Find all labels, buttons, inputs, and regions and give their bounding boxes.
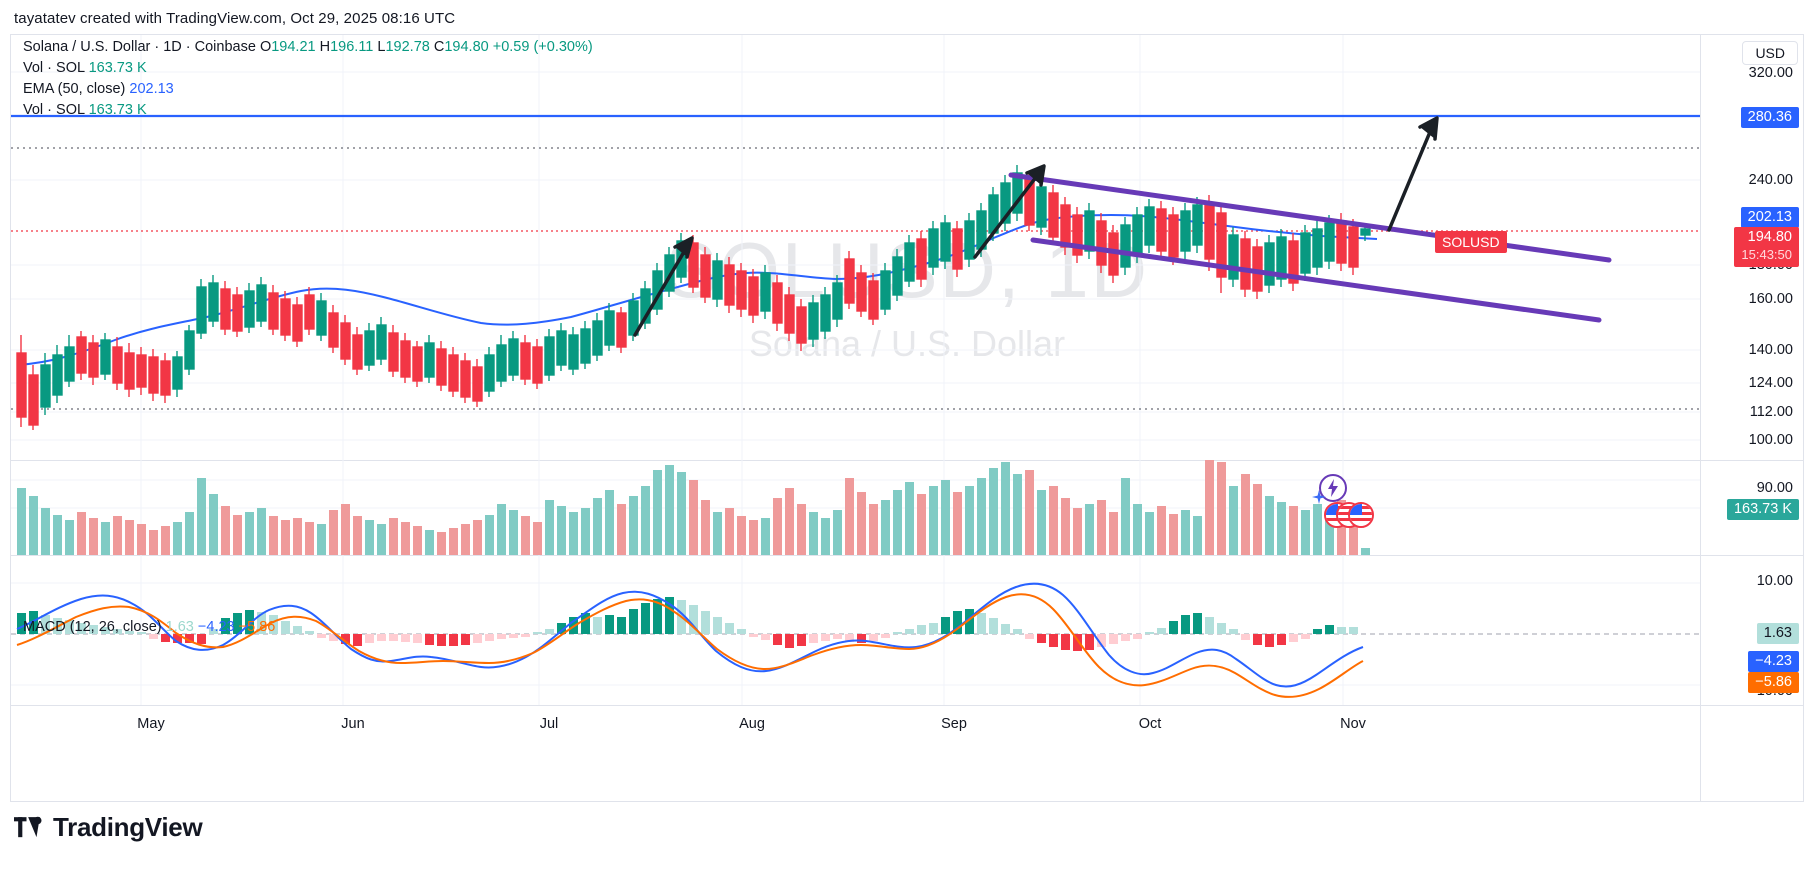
- macd-line: [16, 582, 1364, 688]
- legend-volume-label-2: Vol · SOL: [23, 102, 85, 118]
- price-tick-100: 100.00: [1748, 432, 1793, 448]
- arrow-2-head: [1025, 164, 1046, 187]
- volume-pane[interactable]: [11, 460, 1701, 555]
- legend-change-value: +0.59 (+0.30%): [492, 39, 593, 55]
- macd-line-value: −4.23: [197, 619, 235, 635]
- time-label-1: Jun: [341, 716, 365, 732]
- pane-separator-volume: [11, 460, 1803, 461]
- tradingview-footer: TradingView: [14, 812, 203, 843]
- legend-low-value: 192.78: [385, 39, 430, 55]
- resistance-price-badge[interactable]: 280.36: [1740, 107, 1799, 128]
- pane-separator-macd: [11, 555, 1803, 556]
- macd-pane[interactable]: MACD (12, 26, close) 1.63 −4.23 −5.86: [11, 555, 1701, 705]
- legend-volume-value: 163.73 K: [88, 60, 147, 76]
- trend-arrows: [633, 116, 1439, 337]
- legend-symbol-row[interactable]: Solana / U.S. Dollar · 1D · Coinbase O19…: [23, 37, 593, 58]
- arrow-1-head: [673, 236, 694, 259]
- price-tick-320: 320.00: [1748, 65, 1793, 81]
- price-tick-140: 140.00: [1748, 342, 1793, 358]
- chart-frame: Solana / U.S. Dollar · 1D · Coinbase O19…: [10, 34, 1804, 802]
- legend-volume-row-2[interactable]: Vol · SOL 163.73 K: [23, 100, 593, 121]
- time-label-5: Oct: [1138, 716, 1162, 732]
- candlestick-series: [16, 165, 1371, 430]
- arrow-3-head: [1418, 116, 1439, 141]
- last-price-value: 194.80: [1747, 229, 1792, 245]
- legend-close-label: C: [433, 39, 445, 55]
- price-tick-240: 240.00: [1748, 172, 1793, 188]
- price-tick-160: 160.00: [1748, 291, 1793, 307]
- volume-value-badge[interactable]: 163.73 K: [1726, 499, 1799, 520]
- legend-high-value: 196.11: [330, 39, 374, 55]
- macd-hist-value: 1.63: [165, 619, 194, 635]
- price-tick-90: 90.00: [1756, 480, 1793, 496]
- descending-channel: [1008, 172, 1612, 323]
- time-axis[interactable]: May Jun Jul Aug Sep Oct Nov: [11, 705, 1803, 746]
- time-label-6: Nov: [1340, 716, 1366, 732]
- legend-volume-row[interactable]: Vol · SOL 163.73 K: [23, 58, 593, 79]
- legend-high-label: H: [319, 39, 331, 55]
- macd-legend[interactable]: MACD (12, 26, close) 1.63 −4.23 −5.86: [23, 619, 275, 635]
- volume-plot: [11, 460, 1701, 555]
- arrow-1-shaft: [633, 238, 693, 337]
- price-tick-112: 112.00: [1749, 404, 1793, 420]
- channel-lower: [1030, 237, 1602, 323]
- macd-histogram: [17, 597, 1358, 651]
- price-pane[interactable]: [11, 35, 1701, 460]
- time-label-4: Sep: [941, 716, 967, 732]
- attribution-text: tayatatev created with TradingView.com, …: [14, 10, 456, 27]
- legend-ema-row[interactable]: EMA (50, close) 202.13: [23, 79, 593, 100]
- price-tick-124: 124.00: [1748, 375, 1793, 391]
- legend-open-label: O: [259, 39, 272, 55]
- macd-plot: [11, 555, 1701, 705]
- arrow-2-shaft: [973, 166, 1045, 259]
- macd-tick-10: 10.00: [1756, 573, 1793, 589]
- macd-line-badge[interactable]: −4.23: [1748, 651, 1799, 672]
- channel-upper: [1008, 172, 1612, 263]
- price-plot: [11, 35, 1701, 460]
- currency-selector[interactable]: USD: [1742, 41, 1798, 65]
- legend-volume-value-2: 163.73 K: [88, 102, 147, 118]
- tradingview-logo-icon: [14, 816, 42, 837]
- macd-legend-label: MACD (12, 26, close): [23, 619, 162, 635]
- legend-symbol-title: Solana / U.S. Dollar · 1D · Coinbase: [23, 39, 256, 55]
- sparkle-icon: [1312, 490, 1326, 504]
- macd-hist-badge[interactable]: 1.63: [1756, 623, 1799, 644]
- legend-open-value: 194.21: [271, 39, 316, 55]
- bar-countdown: 15:43:50: [1741, 247, 1792, 262]
- legend-low-label: L: [377, 39, 386, 55]
- macd-signal-badge[interactable]: −5.86: [1748, 672, 1799, 693]
- ema-price-badge[interactable]: 202.13: [1740, 207, 1799, 228]
- time-label-2: Jul: [539, 716, 559, 732]
- time-label-3: Aug: [739, 716, 765, 732]
- time-label-0: May: [137, 716, 165, 732]
- last-price-badge[interactable]: 194.80 15:43:50: [1734, 227, 1799, 267]
- macd-signal-line: [16, 593, 1364, 698]
- symbol-price-tag[interactable]: SOLUSD: [1435, 231, 1507, 253]
- price-scale[interactable]: USD 320.00 240.00 180.00 160.00 140.00 1…: [1700, 35, 1803, 801]
- legend-close-value: 194.80: [444, 39, 489, 55]
- tradingview-brand-name: TradingView: [53, 812, 203, 842]
- arrow-3-shaft: [1387, 118, 1437, 232]
- volume-bars: [17, 460, 1370, 555]
- legend-volume-label: Vol · SOL: [23, 60, 85, 76]
- chart-legend: Solana / U.S. Dollar · 1D · Coinbase O19…: [23, 37, 593, 121]
- legend-ema-label: EMA (50, close): [23, 81, 126, 97]
- us-flag-event-icon-3[interactable]: [1348, 502, 1374, 528]
- macd-signal-value: −5.86: [238, 619, 276, 635]
- legend-ema-value: 202.13: [129, 81, 174, 97]
